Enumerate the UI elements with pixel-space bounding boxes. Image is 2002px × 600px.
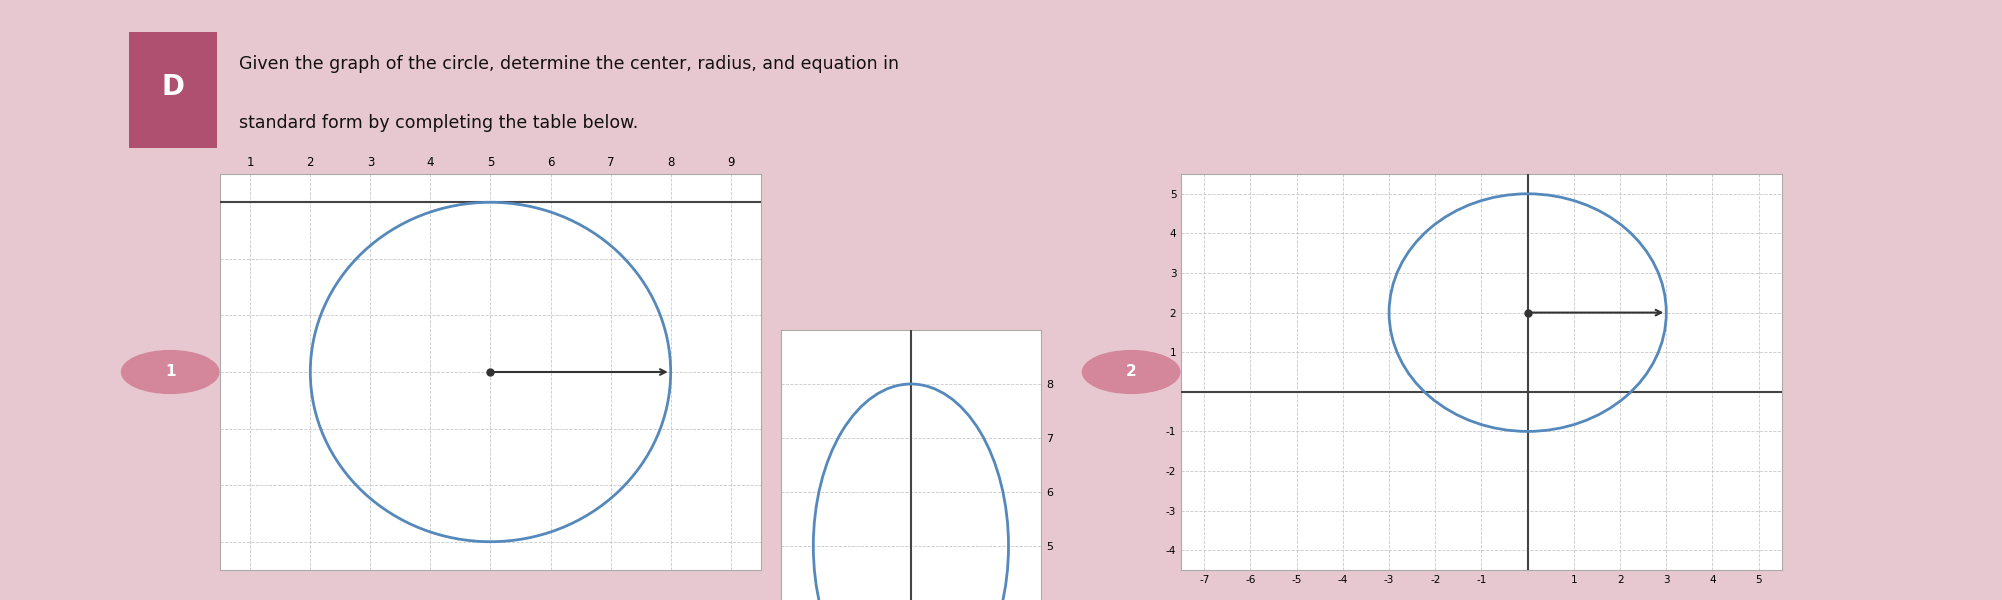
Text: 2: 2 xyxy=(1125,364,1137,379)
Text: Given the graph of the circle, determine the center, radius, and equation in: Given the graph of the circle, determine… xyxy=(238,55,899,73)
Text: 1: 1 xyxy=(164,364,176,379)
Text: standard form by completing the table below.: standard form by completing the table be… xyxy=(238,114,639,132)
Text: D: D xyxy=(162,73,184,101)
FancyBboxPatch shape xyxy=(130,32,216,148)
Circle shape xyxy=(122,350,218,394)
Circle shape xyxy=(1083,350,1179,394)
